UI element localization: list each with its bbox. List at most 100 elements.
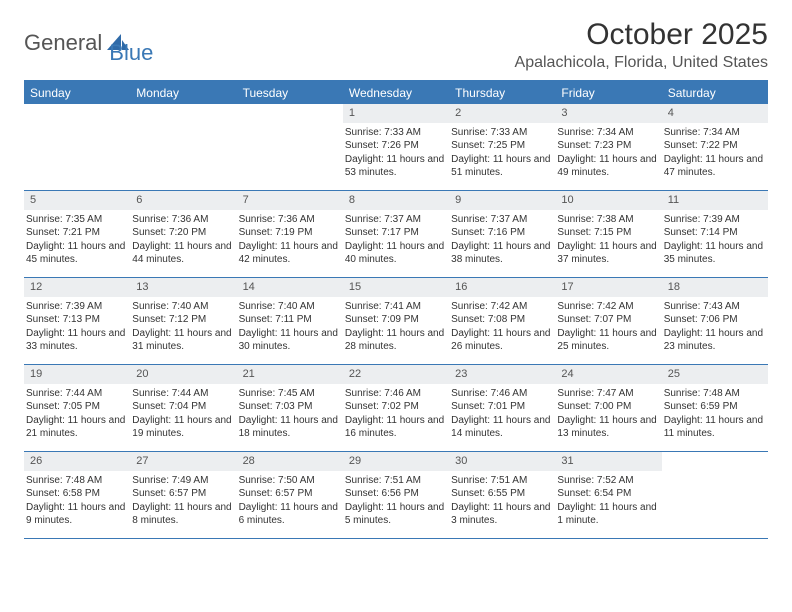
sunset-text: Sunset: 7:26 PM — [345, 139, 445, 153]
weekday-header: Wednesday — [343, 82, 449, 104]
weekday-header: Monday — [130, 82, 236, 104]
day-body: Sunrise: 7:40 AMSunset: 7:11 PMDaylight:… — [237, 300, 343, 354]
day-number: 31 — [555, 452, 661, 471]
sunrise-text: Sunrise: 7:40 AM — [132, 300, 232, 314]
sunset-text: Sunset: 7:22 PM — [664, 139, 764, 153]
sunrise-text: Sunrise: 7:40 AM — [239, 300, 339, 314]
weekday-header: Tuesday — [237, 82, 343, 104]
brand-part1: General — [24, 30, 102, 56]
sunrise-text: Sunrise: 7:34 AM — [664, 126, 764, 140]
sunset-text: Sunset: 7:21 PM — [26, 226, 126, 240]
daylight-text: Daylight: 11 hours and 14 minutes. — [451, 414, 551, 441]
daylight-text: Daylight: 11 hours and 51 minutes. — [451, 153, 551, 180]
week-row: 12Sunrise: 7:39 AMSunset: 7:13 PMDayligh… — [24, 278, 768, 365]
sunrise-text: Sunrise: 7:34 AM — [557, 126, 657, 140]
day-number: 24 — [555, 365, 661, 384]
sunset-text: Sunset: 7:04 PM — [132, 400, 232, 414]
calendar: SundayMondayTuesdayWednesdayThursdayFrid… — [24, 80, 768, 539]
day-number: 14 — [237, 278, 343, 297]
sunrise-text: Sunrise: 7:42 AM — [557, 300, 657, 314]
location-subtitle: Apalachicola, Florida, United States — [515, 54, 768, 72]
day-cell: 1 Sunrise: 7:33 AMSunset: 7:26 PMDaylight… — [343, 104, 449, 190]
day-number: 20 — [130, 365, 236, 384]
daylight-text: Daylight: 11 hours and 21 minutes. — [26, 414, 126, 441]
sunset-text: Sunset: 7:17 PM — [345, 226, 445, 240]
sunrise-text: Sunrise: 7:45 AM — [239, 387, 339, 401]
daylight-text: Daylight: 11 hours and 13 minutes. — [557, 414, 657, 441]
day-cell: 31Sunrise: 7:52 AMSunset: 6:54 PMDayligh… — [555, 452, 661, 538]
day-number: 18 — [662, 278, 768, 297]
day-body: Sunrise: 7:33 AMSunset: 7:25 PMDaylight:… — [449, 126, 555, 180]
day-body: Sunrise: 7:34 AMSunset: 7:23 PMDaylight:… — [555, 126, 661, 180]
day-cell: 2 Sunrise: 7:33 AMSunset: 7:25 PMDaylight… — [449, 104, 555, 190]
week-row: 26Sunrise: 7:48 AMSunset: 6:58 PMDayligh… — [24, 452, 768, 539]
day-number: 23 — [449, 365, 555, 384]
day-body: Sunrise: 7:37 AMSunset: 7:17 PMDaylight:… — [343, 213, 449, 267]
day-body: Sunrise: 7:48 AMSunset: 6:59 PMDaylight:… — [662, 387, 768, 441]
day-cell: 29Sunrise: 7:51 AMSunset: 6:56 PMDayligh… — [343, 452, 449, 538]
daylight-text: Daylight: 11 hours and 49 minutes. — [557, 153, 657, 180]
day-body: Sunrise: 7:44 AMSunset: 7:04 PMDaylight:… — [130, 387, 236, 441]
day-body: Sunrise: 7:46 AMSunset: 7:01 PMDaylight:… — [449, 387, 555, 441]
day-cell-blank — [130, 104, 236, 190]
sunrise-text: Sunrise: 7:39 AM — [664, 213, 764, 227]
day-number: 6 — [130, 191, 236, 210]
calendar-weeks: 1 Sunrise: 7:33 AMSunset: 7:26 PMDaylight… — [24, 104, 768, 539]
header: General Blue October 2025 Apalachicola, … — [24, 18, 768, 72]
daylight-text: Daylight: 11 hours and 23 minutes. — [664, 327, 764, 354]
daylight-text: Daylight: 11 hours and 5 minutes. — [345, 501, 445, 528]
sunset-text: Sunset: 7:08 PM — [451, 313, 551, 327]
day-body: Sunrise: 7:46 AMSunset: 7:02 PMDaylight:… — [343, 387, 449, 441]
daylight-text: Daylight: 11 hours and 26 minutes. — [451, 327, 551, 354]
daylight-text: Daylight: 11 hours and 44 minutes. — [132, 240, 232, 267]
daylight-text: Daylight: 11 hours and 8 minutes. — [132, 501, 232, 528]
day-cell: 7Sunrise: 7:36 AMSunset: 7:19 PMDaylight… — [237, 191, 343, 277]
daylight-text: Daylight: 11 hours and 35 minutes. — [664, 240, 764, 267]
sunrise-text: Sunrise: 7:48 AM — [664, 387, 764, 401]
week-row: 5Sunrise: 7:35 AMSunset: 7:21 PMDaylight… — [24, 191, 768, 278]
day-cell: 24Sunrise: 7:47 AMSunset: 7:00 PMDayligh… — [555, 365, 661, 451]
sunset-text: Sunset: 6:58 PM — [26, 487, 126, 501]
day-number: 8 — [343, 191, 449, 210]
day-cell: 10Sunrise: 7:38 AMSunset: 7:15 PMDayligh… — [555, 191, 661, 277]
day-cell: 14 Sunrise: 7:40 AMSunset: 7:11 PMDayligh… — [237, 278, 343, 364]
day-number: 30 — [449, 452, 555, 471]
week-row: 19Sunrise: 7:44 AMSunset: 7:05 PMDayligh… — [24, 365, 768, 452]
day-body: Sunrise: 7:33 AMSunset: 7:26 PMDaylight:… — [343, 126, 449, 180]
sunrise-text: Sunrise: 7:43 AM — [664, 300, 764, 314]
sunset-text: Sunset: 7:14 PM — [664, 226, 764, 240]
day-body: Sunrise: 7:41 AMSunset: 7:09 PMDaylight:… — [343, 300, 449, 354]
sunset-text: Sunset: 6:55 PM — [451, 487, 551, 501]
day-body: Sunrise: 7:37 AMSunset: 7:16 PMDaylight:… — [449, 213, 555, 267]
day-body: Sunrise: 7:42 AMSunset: 7:07 PMDaylight:… — [555, 300, 661, 354]
day-number: 22 — [343, 365, 449, 384]
sunset-text: Sunset: 7:11 PM — [239, 313, 339, 327]
sunrise-text: Sunrise: 7:38 AM — [557, 213, 657, 227]
day-number: 1 — [343, 104, 449, 123]
daylight-text: Daylight: 11 hours and 28 minutes. — [345, 327, 445, 354]
sunset-text: Sunset: 7:03 PM — [239, 400, 339, 414]
day-number: 3 — [555, 104, 661, 123]
day-number: 13 — [130, 278, 236, 297]
daylight-text: Daylight: 11 hours and 1 minute. — [557, 501, 657, 528]
sunset-text: Sunset: 7:16 PM — [451, 226, 551, 240]
day-number: 2 — [449, 104, 555, 123]
day-cell: 17Sunrise: 7:42 AMSunset: 7:07 PMDayligh… — [555, 278, 661, 364]
sunrise-text: Sunrise: 7:49 AM — [132, 474, 232, 488]
daylight-text: Daylight: 11 hours and 19 minutes. — [132, 414, 232, 441]
sunrise-text: Sunrise: 7:37 AM — [451, 213, 551, 227]
day-cell: 18Sunrise: 7:43 AMSunset: 7:06 PMDayligh… — [662, 278, 768, 364]
sunset-text: Sunset: 7:05 PM — [26, 400, 126, 414]
sunrise-text: Sunrise: 7:46 AM — [345, 387, 445, 401]
daylight-text: Daylight: 11 hours and 16 minutes. — [345, 414, 445, 441]
week-row: 1 Sunrise: 7:33 AMSunset: 7:26 PMDaylight… — [24, 104, 768, 191]
daylight-text: Daylight: 11 hours and 11 minutes. — [664, 414, 764, 441]
sunset-text: Sunset: 7:25 PM — [451, 139, 551, 153]
month-title: October 2025 — [515, 18, 768, 52]
day-number: 15 — [343, 278, 449, 297]
sunrise-text: Sunrise: 7:37 AM — [345, 213, 445, 227]
day-body: Sunrise: 7:34 AMSunset: 7:22 PMDaylight:… — [662, 126, 768, 180]
daylight-text: Daylight: 11 hours and 25 minutes. — [557, 327, 657, 354]
sunset-text: Sunset: 7:13 PM — [26, 313, 126, 327]
day-body: Sunrise: 7:36 AMSunset: 7:19 PMDaylight:… — [237, 213, 343, 267]
